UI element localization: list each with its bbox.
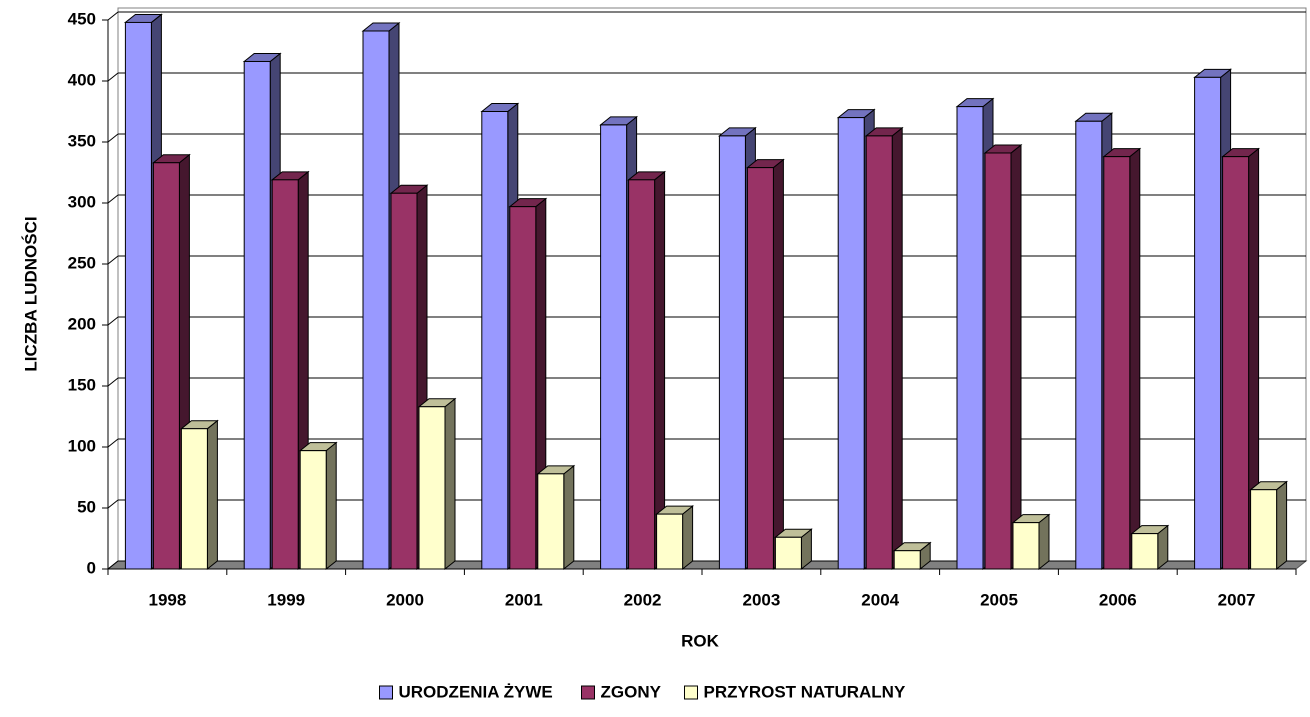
bar	[1250, 489, 1278, 570]
bar	[628, 179, 656, 570]
grid-diag	[107, 316, 119, 326]
legend-swatch	[581, 685, 595, 700]
bar-side	[325, 441, 337, 571]
y-tick-label: 400	[68, 70, 96, 89]
bar	[746, 167, 774, 570]
bar	[362, 30, 390, 570]
bar-side	[891, 126, 903, 571]
legend-label: URODZENIA ŻYWE	[399, 682, 553, 701]
bar	[774, 536, 802, 570]
bar	[124, 21, 152, 570]
bar	[1194, 76, 1222, 570]
bar	[656, 513, 684, 570]
bar	[956, 106, 984, 570]
legend-swatch	[379, 685, 393, 700]
bar	[718, 135, 746, 570]
x-tick-label: 1999	[267, 590, 305, 609]
legend-label: PRZYROST NATURALNY	[704, 682, 906, 701]
grid-diag	[107, 560, 119, 570]
x-tick-label: 2005	[980, 590, 1018, 609]
bar-side	[682, 505, 694, 571]
bar	[1012, 522, 1040, 570]
bar	[509, 206, 537, 570]
bar-side	[1038, 513, 1050, 571]
bar	[865, 135, 893, 570]
grid-diag	[107, 438, 119, 448]
bar	[152, 162, 180, 570]
bar	[893, 550, 921, 570]
bar-side	[1010, 143, 1022, 571]
bar	[837, 117, 865, 570]
x-tick-label: 2001	[505, 590, 543, 609]
bar	[1103, 156, 1131, 570]
y-tick-label: 0	[87, 558, 96, 577]
grid-diag	[107, 11, 119, 21]
x-tick-label: 1998	[148, 590, 186, 609]
y-tick-label: 200	[68, 314, 96, 333]
y-tick-label: 100	[68, 436, 96, 455]
bar-side	[772, 158, 784, 571]
x-tick-label: 2006	[1099, 590, 1137, 609]
bar-side	[563, 464, 575, 571]
bar-side	[1129, 147, 1141, 571]
x-tick-label: 2002	[624, 590, 662, 609]
legend-swatch	[684, 685, 698, 700]
y-tick-label: 450	[68, 9, 96, 28]
bar	[390, 192, 418, 570]
x-tick-label: 2004	[861, 590, 899, 609]
x-tick-label: 2000	[386, 590, 424, 609]
bar	[271, 179, 299, 570]
bar	[1222, 156, 1250, 570]
bar	[481, 111, 509, 570]
grid-diag	[107, 194, 119, 204]
grid-diag	[107, 377, 119, 387]
bar	[537, 473, 565, 570]
grid-diag	[107, 133, 119, 143]
y-tick-label: 50	[77, 497, 96, 516]
bar	[180, 428, 208, 570]
bar	[984, 152, 1012, 570]
x-tick-label: 2003	[742, 590, 780, 609]
y-tick-label: 150	[68, 375, 96, 394]
bar	[1075, 120, 1103, 570]
bar	[299, 450, 327, 570]
bar	[243, 60, 271, 570]
bar	[418, 406, 446, 570]
grid-diag	[107, 499, 119, 509]
bar-side	[444, 397, 456, 571]
y-tick-label: 250	[68, 253, 96, 272]
bar	[1131, 533, 1159, 570]
y-axis-title: LICZBA LUDNOŚCI	[21, 216, 40, 371]
y-tick-label: 350	[68, 131, 96, 150]
grid-diag	[107, 72, 119, 82]
grid-diag	[107, 255, 119, 265]
y-tick-label: 300	[68, 192, 96, 211]
bar-side	[206, 419, 218, 571]
x-tick-label: 2007	[1218, 590, 1256, 609]
bar	[600, 124, 628, 570]
bar-side	[1276, 480, 1288, 571]
x-axis-title: ROK	[681, 631, 720, 650]
legend-label: ZGONY	[601, 682, 662, 701]
